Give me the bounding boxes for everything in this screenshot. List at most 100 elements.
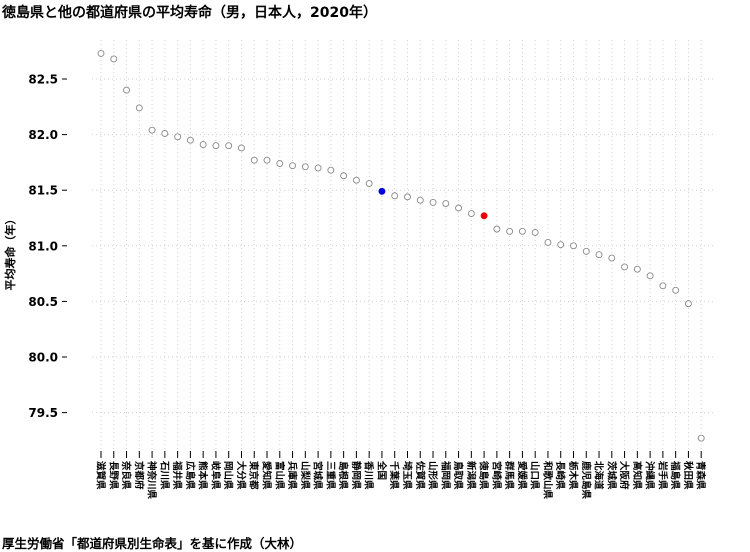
x-tick-label: 新潟県 bbox=[465, 461, 477, 490]
data-point bbox=[186, 136, 194, 144]
x-tick-label: 京都府 bbox=[133, 461, 145, 490]
data-point bbox=[110, 55, 118, 63]
x-tick-label: 山梨県 bbox=[299, 461, 311, 490]
x-tick-label: 埼玉県 bbox=[401, 461, 413, 490]
data-point bbox=[416, 196, 424, 204]
x-tick-label: 熊本県 bbox=[197, 461, 209, 490]
x-tick-label: 鳥取県 bbox=[452, 461, 464, 490]
data-point bbox=[199, 141, 207, 149]
x-tick-label: 福井県 bbox=[171, 460, 183, 490]
x-tick-label: 神奈川県 bbox=[146, 461, 158, 500]
y-tick-label: 82.5 bbox=[28, 73, 58, 87]
x-tick-label: 兵庫県 bbox=[286, 461, 298, 490]
data-point bbox=[123, 86, 130, 94]
grid-lines bbox=[92, 40, 715, 450]
x-tick-label: 愛媛県 bbox=[516, 461, 528, 490]
y-axis: 79.5 80.0 80.5 81.0 81.5 82.0 82.5 bbox=[28, 73, 67, 420]
x-tick-label: 滋賀県 bbox=[95, 461, 107, 490]
x-tick-label: 富山県 bbox=[273, 461, 285, 490]
data-point bbox=[684, 300, 692, 308]
data-point bbox=[493, 225, 501, 233]
data-point bbox=[646, 272, 654, 280]
x-tick-label: 全国 bbox=[375, 460, 387, 480]
data-point bbox=[633, 265, 641, 273]
data-point bbox=[582, 247, 590, 255]
data-point bbox=[263, 156, 271, 164]
y-tick-label: 81.0 bbox=[28, 239, 58, 253]
x-tick-label: 三重県 bbox=[324, 461, 336, 490]
y-axis-label: 平均寿命（年） bbox=[3, 214, 17, 291]
data-point bbox=[531, 229, 539, 236]
x-tick-label: 静岡県 bbox=[350, 461, 362, 490]
data-point bbox=[225, 142, 233, 150]
y-tick-label: 80.5 bbox=[28, 295, 58, 309]
data-point bbox=[404, 193, 411, 201]
x-tick-label: 福島県 bbox=[669, 460, 681, 490]
data-point bbox=[480, 212, 488, 220]
x-tick-label: 愛知県 bbox=[261, 461, 273, 490]
y-tick-label: 80.0 bbox=[28, 351, 58, 365]
x-tick-label: 岡山県 bbox=[222, 461, 234, 490]
data-point bbox=[340, 172, 348, 180]
data-point bbox=[391, 192, 399, 200]
data-point bbox=[352, 176, 360, 184]
data-point bbox=[659, 282, 667, 290]
x-tick-label: 島根県 bbox=[337, 461, 349, 490]
x-tick-label: 秋田県 bbox=[682, 460, 694, 490]
data-point bbox=[212, 142, 220, 150]
data-point bbox=[161, 130, 169, 137]
x-tick-label: 岩手県 bbox=[656, 460, 668, 490]
x-tick-label: 大阪府 bbox=[618, 461, 630, 490]
x-tick-label: 東京都 bbox=[248, 460, 260, 490]
data-point bbox=[378, 187, 386, 195]
x-tick-label: 群馬県 bbox=[503, 460, 515, 490]
x-tick-label: 奈良県 bbox=[120, 460, 132, 490]
data-point bbox=[148, 126, 156, 134]
data-point bbox=[174, 133, 182, 141]
data-point bbox=[672, 286, 680, 294]
x-tick-label: 北海道 bbox=[593, 461, 605, 490]
x-tick-label: 山口県 bbox=[529, 461, 541, 490]
x-tick-label: 栃木県 bbox=[567, 461, 579, 490]
x-tick-label: 高知県 bbox=[631, 461, 643, 490]
y-tick-label: 82.0 bbox=[28, 128, 58, 142]
data-point bbox=[97, 49, 105, 57]
x-tick-label: 山形県 bbox=[427, 461, 439, 490]
x-tick-label: 岐阜県 bbox=[209, 461, 221, 490]
data-point bbox=[365, 180, 373, 187]
data-point bbox=[621, 263, 629, 271]
x-tick-label: 福岡県 bbox=[439, 460, 451, 490]
x-tick-label: 長崎県 bbox=[554, 461, 566, 490]
data-point bbox=[301, 163, 309, 171]
x-tick-label: 広島県 bbox=[184, 461, 196, 490]
x-tick-label: 香川県 bbox=[363, 460, 375, 490]
x-tick-label: 長野県 bbox=[107, 461, 119, 490]
data-point bbox=[570, 242, 577, 250]
data-point bbox=[608, 254, 616, 262]
data-point bbox=[557, 241, 565, 249]
data-point bbox=[276, 160, 284, 167]
x-tick-label: 茨城県 bbox=[605, 461, 617, 490]
x-tick-label: 青森県 bbox=[695, 461, 707, 490]
x-tick-label: 和歌山県 bbox=[541, 460, 553, 500]
x-tick-label: 石川県 bbox=[158, 460, 170, 490]
x-tick-label: 鹿児島県 bbox=[580, 460, 592, 500]
data-point bbox=[455, 204, 463, 212]
data-point bbox=[544, 239, 552, 246]
x-tick-label: 千葉県 bbox=[388, 461, 400, 490]
x-tick-label: 宮崎県 bbox=[490, 461, 502, 490]
data-point bbox=[250, 156, 258, 164]
data-point bbox=[595, 251, 603, 259]
x-tick-label: 大分県 bbox=[235, 461, 247, 490]
data-point bbox=[327, 166, 335, 174]
x-tick-label: 佐賀県 bbox=[414, 460, 426, 490]
data-point bbox=[135, 104, 143, 112]
data-point bbox=[314, 164, 322, 172]
page-title: 徳島県と他の都道府県の平均寿命（男，日本人，2020年） bbox=[2, 5, 377, 21]
data-point bbox=[289, 162, 296, 170]
y-tick-label: 79.5 bbox=[28, 406, 58, 420]
x-tick-label: 宮城県 bbox=[312, 461, 324, 490]
source-note: 厚生労働省「都道府県別生命表」を基に作成（大林） bbox=[2, 536, 303, 551]
x-tick-label: 沖縄県 bbox=[644, 461, 656, 490]
